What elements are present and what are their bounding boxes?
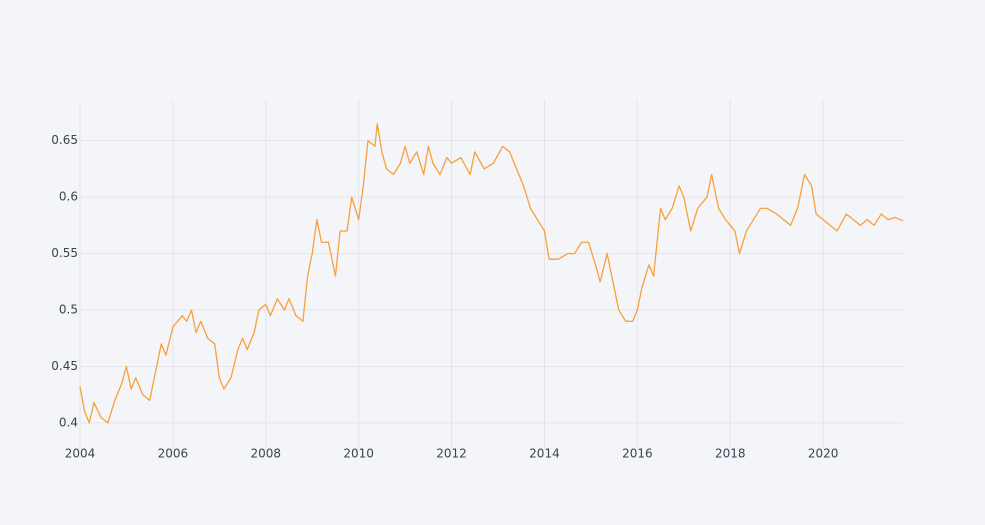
y-tick-label: 0.45 bbox=[51, 359, 78, 373]
line bbox=[79, 123, 904, 424]
x-tick-label: 2008 bbox=[251, 447, 282, 461]
x-tick-label: 2014 bbox=[529, 447, 560, 461]
x-tick-label: 2012 bbox=[436, 447, 467, 461]
x-tick-label: 2006 bbox=[158, 447, 189, 461]
x-tick-label: 2016 bbox=[622, 447, 653, 461]
x-tick-label: 2004 bbox=[65, 447, 96, 461]
x-tick-label: 2018 bbox=[715, 447, 746, 461]
y-tick-label: 0.65 bbox=[51, 133, 78, 147]
y-tick-label: 0.55 bbox=[51, 246, 78, 260]
y-tick-label: 0.5 bbox=[59, 303, 78, 317]
x-tick-label: 2010 bbox=[343, 447, 374, 461]
y-tick-label: 0.4 bbox=[59, 415, 78, 429]
y-tick-label: 0.6 bbox=[59, 190, 78, 204]
x-tick-label: 2020 bbox=[808, 447, 839, 461]
